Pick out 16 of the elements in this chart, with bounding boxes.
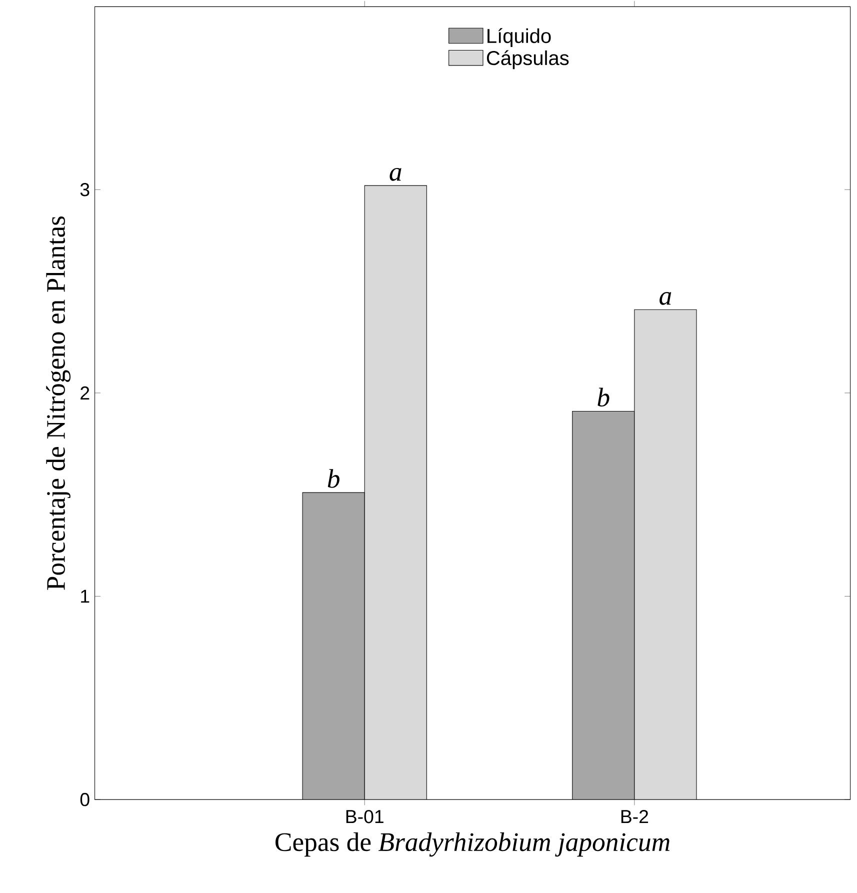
- annotation: a: [660, 292, 672, 305]
- legend-label: Líquido: [488, 28, 551, 48]
- x-axis-title: Cepas de Bradyrhizobium japonicum: [276, 832, 670, 857]
- annotation: a: [390, 168, 402, 181]
- x-tick-label: B-01: [346, 810, 384, 824]
- legend-label: Cápsulas: [486, 50, 569, 70]
- y-axis-title: Porcentaje de Nitrógeno en Plantas: [46, 216, 71, 590]
- y-tick-label: 2: [80, 386, 90, 400]
- bar: [364, 185, 427, 800]
- y-tick-label: 3: [80, 183, 90, 196]
- y-tick-label: 0: [80, 792, 90, 806]
- x-tick-label: B-2: [621, 810, 648, 824]
- annotation: b: [328, 469, 340, 488]
- y-tick-label: 1: [81, 590, 90, 603]
- annotation: b: [598, 388, 610, 407]
- bar: [634, 309, 697, 800]
